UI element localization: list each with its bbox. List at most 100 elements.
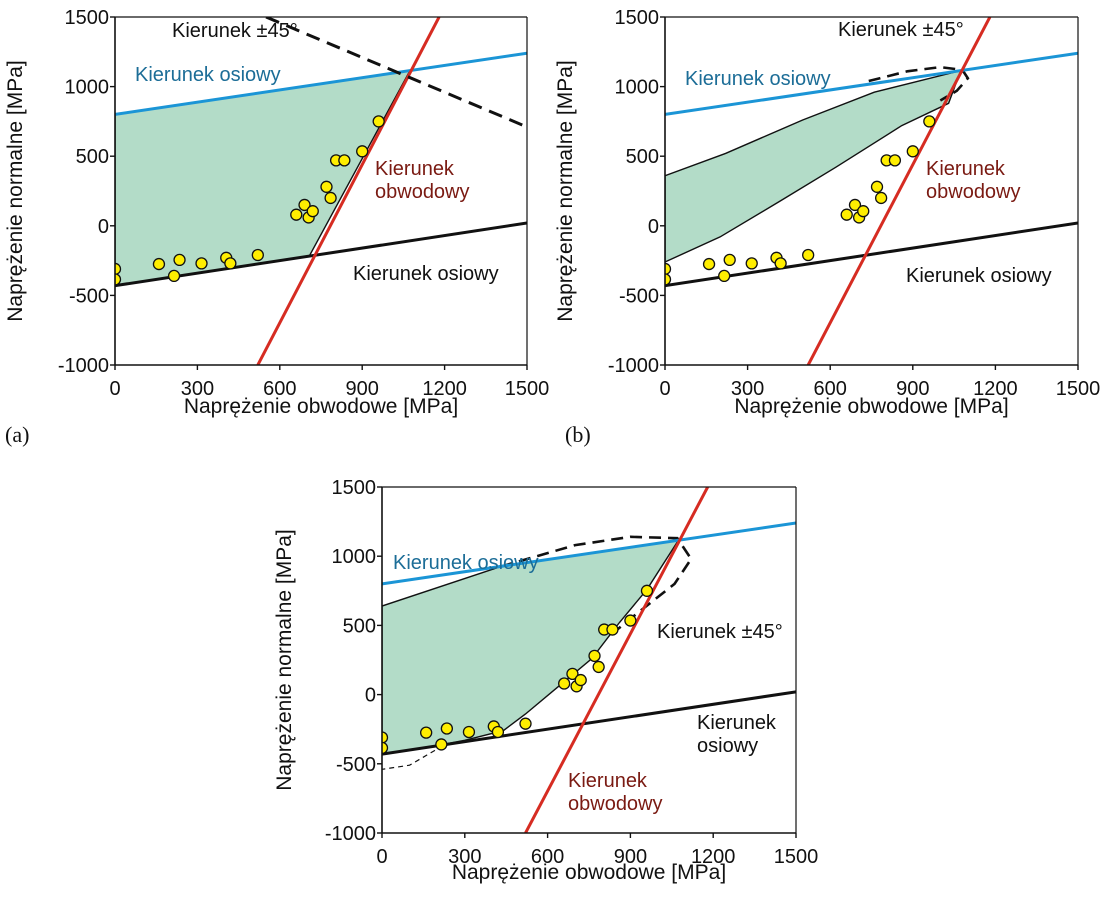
data-point [320,180,333,193]
x-tick-label: 900 [614,846,647,868]
y-axis-title: Naprężenie normalne [MPa] [4,60,27,321]
x-tick-label: 1200 [691,846,736,868]
x-tick-label: 1500 [774,846,819,868]
chart-panel-2: -1000 -500 0 500 1000 1500 0 300 600 900 1200 1500 N… [554,7,1100,447]
line-annotation: Kierunek osiowy [135,64,281,86]
data-point [290,208,303,221]
y-tick-label: -1000 [325,823,376,845]
data-point [665,262,672,276]
dashed-extension [382,745,444,770]
x-tick-label: 600 [263,378,296,400]
data-point [745,257,758,270]
y-tick-label: 1500 [65,7,110,29]
data-point [624,614,637,627]
data-point [491,725,505,739]
criterion-line-4 [265,17,527,129]
x-tick-label: 1500 [505,378,550,400]
data-point [435,738,448,751]
data-point [372,115,385,128]
data-point [848,198,862,212]
line-annotation: Kierunek ±45° [172,20,298,42]
data-point [874,191,888,205]
data-point [774,257,787,270]
data-point [251,248,264,262]
y-tick-label: 1500 [332,477,377,499]
data-point [606,623,619,636]
x-tick-label: 0 [659,378,670,400]
plot-area [665,17,1078,365]
data-point [382,741,389,755]
data-point [224,257,237,270]
data-point [840,208,853,221]
annotation-line: Kierunek osiowy [685,68,831,90]
data-point [152,257,166,271]
annotation-line: Kierunek [926,158,1006,180]
data-point [324,191,337,205]
criterion-line-3 [806,17,992,365]
x-axis-title: Naprężenie obwodowe [MPa] [184,395,458,418]
data-point [857,205,870,218]
x-tick-label: 300 [181,378,214,400]
annotation-line: Kierunek osiowy [135,64,281,86]
data-point [382,731,389,744]
data-point [888,154,902,167]
annotation-line: Kierunek ±45° [657,621,783,643]
chart-panel-3: -1000 -500 0 500 1000 1500 0 300 600 900 1200 1500 N… [273,477,818,884]
data-point [870,180,884,193]
x-tick-label: 1200 [422,378,467,400]
data-point [665,273,672,286]
annotation-line: Kierunek [697,712,777,734]
x-tick-label: 600 [531,846,564,868]
data-point [588,649,601,662]
y-axis-title: Naprężenie normalne [MPa] [554,60,577,321]
annotation-line: obwodowy [926,181,1021,203]
x-axis-title: Naprężenie obwodowe [MPa] [734,395,1008,418]
data-point [558,677,571,690]
data-point [640,584,654,597]
y-tick-label: 1000 [65,77,110,99]
y-tick-label: 0 [98,216,109,238]
data-point [306,205,319,218]
panel-label: (a) [5,422,29,447]
line-annotation: Kierunek osiowy [685,68,831,90]
line-annotation: Kierunek ±45° [657,621,783,643]
annotation-line: Kierunek osiowy [906,265,1052,287]
y-tick-label: 500 [626,146,659,168]
annotation-line: Kierunek osiowy [393,552,539,574]
data-point [574,673,587,687]
line-annotation: Kierunek obwodowy [926,158,1021,203]
data-point [195,257,208,270]
data-point [702,257,716,271]
y-tick-label: -1000 [58,355,109,377]
data-point [356,145,369,158]
line-annotation: Kierunek ±45° [838,19,964,41]
line-annotation: Kierunek obwodowy [568,770,663,815]
line-annotation: Kierunek osiowy [697,712,777,757]
x-tick-label: 900 [346,378,379,400]
criterion-line-1 [665,51,1078,116]
failure-region [665,69,962,263]
data-point [723,253,736,267]
criterion-line-2 [665,221,1078,288]
annotation-line: obwodowy [568,793,663,815]
y-tick-label: -500 [336,754,376,776]
x-tick-label: 300 [448,846,481,868]
criterion-line-3 [524,487,710,833]
x-axis-title: Naprężenie obwodowe [MPa] [452,861,726,884]
y-tick-label: -1000 [608,355,659,377]
y-tick-label: 1000 [615,77,660,99]
data-point [298,198,311,212]
y-tick-label: -500 [69,285,109,307]
x-tick-label: 300 [731,378,764,400]
y-tick-label: -500 [619,285,659,307]
data-point [115,273,122,286]
x-tick-label: 0 [376,846,387,868]
y-tick-label: 500 [343,615,376,637]
data-point [519,717,532,730]
data-point [462,725,476,739]
plot-area [115,17,527,365]
y-tick-label: 500 [76,146,109,168]
data-point [592,660,605,674]
data-point [802,248,815,262]
